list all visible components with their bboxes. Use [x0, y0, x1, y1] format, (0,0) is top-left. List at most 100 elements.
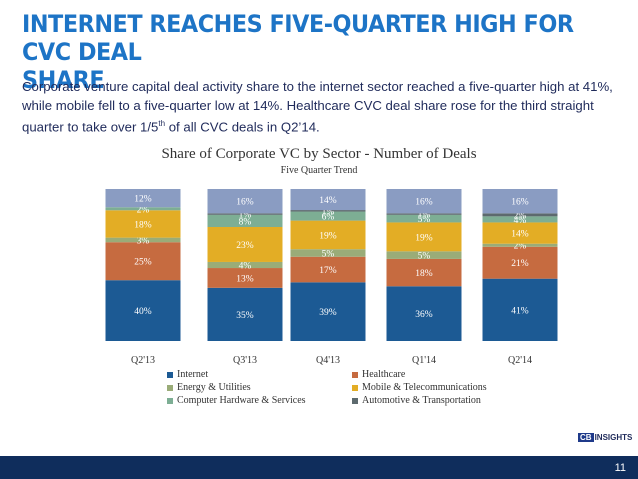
- slide-title: INTERNET REACHES FIVE-QUARTER HIGH FOR C…: [22, 10, 580, 94]
- bar-segment: [105, 207, 181, 211]
- legend-item: Internet: [167, 369, 208, 380]
- x-tick-label: Q2'14: [508, 355, 532, 366]
- bar-segment: [386, 258, 462, 287]
- legend-item: Healthcare: [352, 369, 405, 380]
- bar-segment: [482, 189, 558, 214]
- logo-mark: CB: [578, 433, 594, 442]
- bar-segment: [105, 280, 181, 341]
- legend-swatch: [352, 384, 358, 391]
- slide-title-line2: SHARE: [22, 66, 105, 94]
- bar-segment: [290, 210, 366, 212]
- bar-value-label: 8%: [239, 217, 252, 227]
- legend-item: Computer Hardware & Services: [167, 395, 306, 406]
- bar-value-label: 13%: [236, 274, 254, 284]
- bar-segment: [207, 287, 283, 341]
- bar-value-label: 5%: [322, 249, 335, 259]
- bar-segment: [482, 278, 558, 341]
- bar-value-label: 25%: [134, 258, 152, 268]
- chart-subtitle: Five Quarter Trend: [280, 165, 358, 176]
- bar-segment: [482, 213, 558, 217]
- bar-segment: [290, 249, 366, 257]
- bar-value-label: 39%: [319, 308, 337, 318]
- cb-insights-logo: CB INSIGHTS: [578, 433, 632, 442]
- bar-value-label: 16%: [236, 198, 254, 208]
- legend-item: Mobile & Telecommunications: [352, 382, 487, 393]
- bar-segment: [207, 261, 283, 269]
- bar-value-label: 23%: [236, 241, 254, 251]
- slide-subtitle: Corporate venture capital deal activity …: [22, 78, 626, 137]
- bar-value-label: 1%: [418, 211, 431, 221]
- bar-segment: [207, 213, 283, 215]
- bar-value-label: 16%: [511, 198, 529, 208]
- bar-value-label: 5%: [418, 252, 431, 262]
- x-tick-label: Q3'13: [233, 355, 257, 366]
- legend-swatch: [352, 371, 358, 378]
- x-tick-label: Q4'13: [316, 355, 340, 366]
- bar-segment: [207, 268, 283, 288]
- bar-value-label: 40%: [134, 307, 152, 317]
- bar-value-label: 41%: [511, 306, 529, 316]
- bar-segment: [105, 237, 181, 243]
- legend-swatch: [167, 384, 173, 391]
- bar-value-label: 2%: [514, 211, 527, 221]
- chart-title: Share of Corporate VC by Sector - Number…: [161, 146, 477, 162]
- logo-text: INSIGHTS: [594, 433, 633, 442]
- bar-segment: [482, 246, 558, 279]
- bar-value-label: 4%: [514, 216, 527, 226]
- legend-swatch: [167, 371, 173, 378]
- bar-value-label: 16%: [415, 198, 433, 208]
- bar-value-label: 21%: [511, 259, 529, 269]
- bar-segment: [207, 214, 283, 227]
- bar-value-label: 5%: [418, 215, 431, 225]
- bar-value-label: 14%: [319, 196, 337, 206]
- legend-item: Energy & Utilities: [167, 382, 251, 393]
- bar-segment: [105, 210, 181, 238]
- bar-value-label: 1%: [239, 211, 252, 221]
- bar-segment: [290, 189, 366, 211]
- bar-segment: [482, 222, 558, 244]
- bar-value-label: 1%: [322, 207, 335, 217]
- bar-segment: [482, 216, 558, 223]
- bar-value-label: 4%: [239, 262, 252, 272]
- bar-value-label: 36%: [415, 310, 433, 320]
- subtitle-text: Corporate venture capital deal activity …: [22, 79, 613, 135]
- bar-segment: [386, 251, 462, 259]
- subtitle-text-end: of all CVC deals in Q2’14.: [165, 119, 320, 135]
- legend-swatch: [167, 397, 173, 404]
- legend-label: Computer Hardware & Services: [177, 395, 306, 406]
- legend-label: Internet: [177, 369, 209, 380]
- bar-value-label: 18%: [134, 220, 152, 230]
- bar-value-label: 19%: [319, 231, 337, 241]
- bar-value-label: 2%: [514, 242, 527, 252]
- subtitle-superscript: th: [158, 119, 166, 128]
- bar-value-label: 6%: [322, 213, 335, 223]
- bar-value-label: 17%: [319, 266, 337, 276]
- bar-segment: [207, 189, 283, 214]
- bar-segment: [105, 242, 181, 281]
- legend-label: Healthcare: [362, 369, 406, 380]
- legend-label: Mobile & Telecommunications: [362, 382, 487, 393]
- bar-segment: [482, 243, 558, 247]
- footer-bar: 11: [0, 456, 638, 479]
- slide-title-line1: INTERNET REACHES FIVE-QUARTER HIGH FOR C…: [22, 10, 574, 66]
- bar-value-label: 14%: [511, 230, 529, 240]
- bar-segment: [386, 214, 462, 223]
- x-tick-label: Q2'13: [131, 355, 155, 366]
- bar-value-label: 19%: [415, 233, 433, 243]
- bar-segment: [386, 189, 462, 214]
- bar-segment: [386, 222, 462, 252]
- bar-segment: [290, 282, 366, 341]
- legend-swatch: [352, 397, 358, 404]
- bar-segment: [207, 227, 283, 262]
- bar-value-label: 2%: [137, 205, 150, 215]
- bar-value-label: 3%: [137, 236, 150, 246]
- bar-value-label: 18%: [415, 269, 433, 279]
- x-tick-label: Q1'14: [412, 355, 436, 366]
- legend-label: Automotive & Transportation: [362, 395, 481, 406]
- bar-segment: [290, 220, 366, 250]
- bar-value-label: 35%: [236, 311, 254, 321]
- bar-segment: [386, 286, 462, 341]
- stacked-bar-chart: 40%25%3%18%2%12%Q2'1335%13%4%23%8%1%16%Q…: [105, 189, 558, 366]
- bar-segment: [386, 213, 462, 215]
- bar-segment: [290, 256, 366, 283]
